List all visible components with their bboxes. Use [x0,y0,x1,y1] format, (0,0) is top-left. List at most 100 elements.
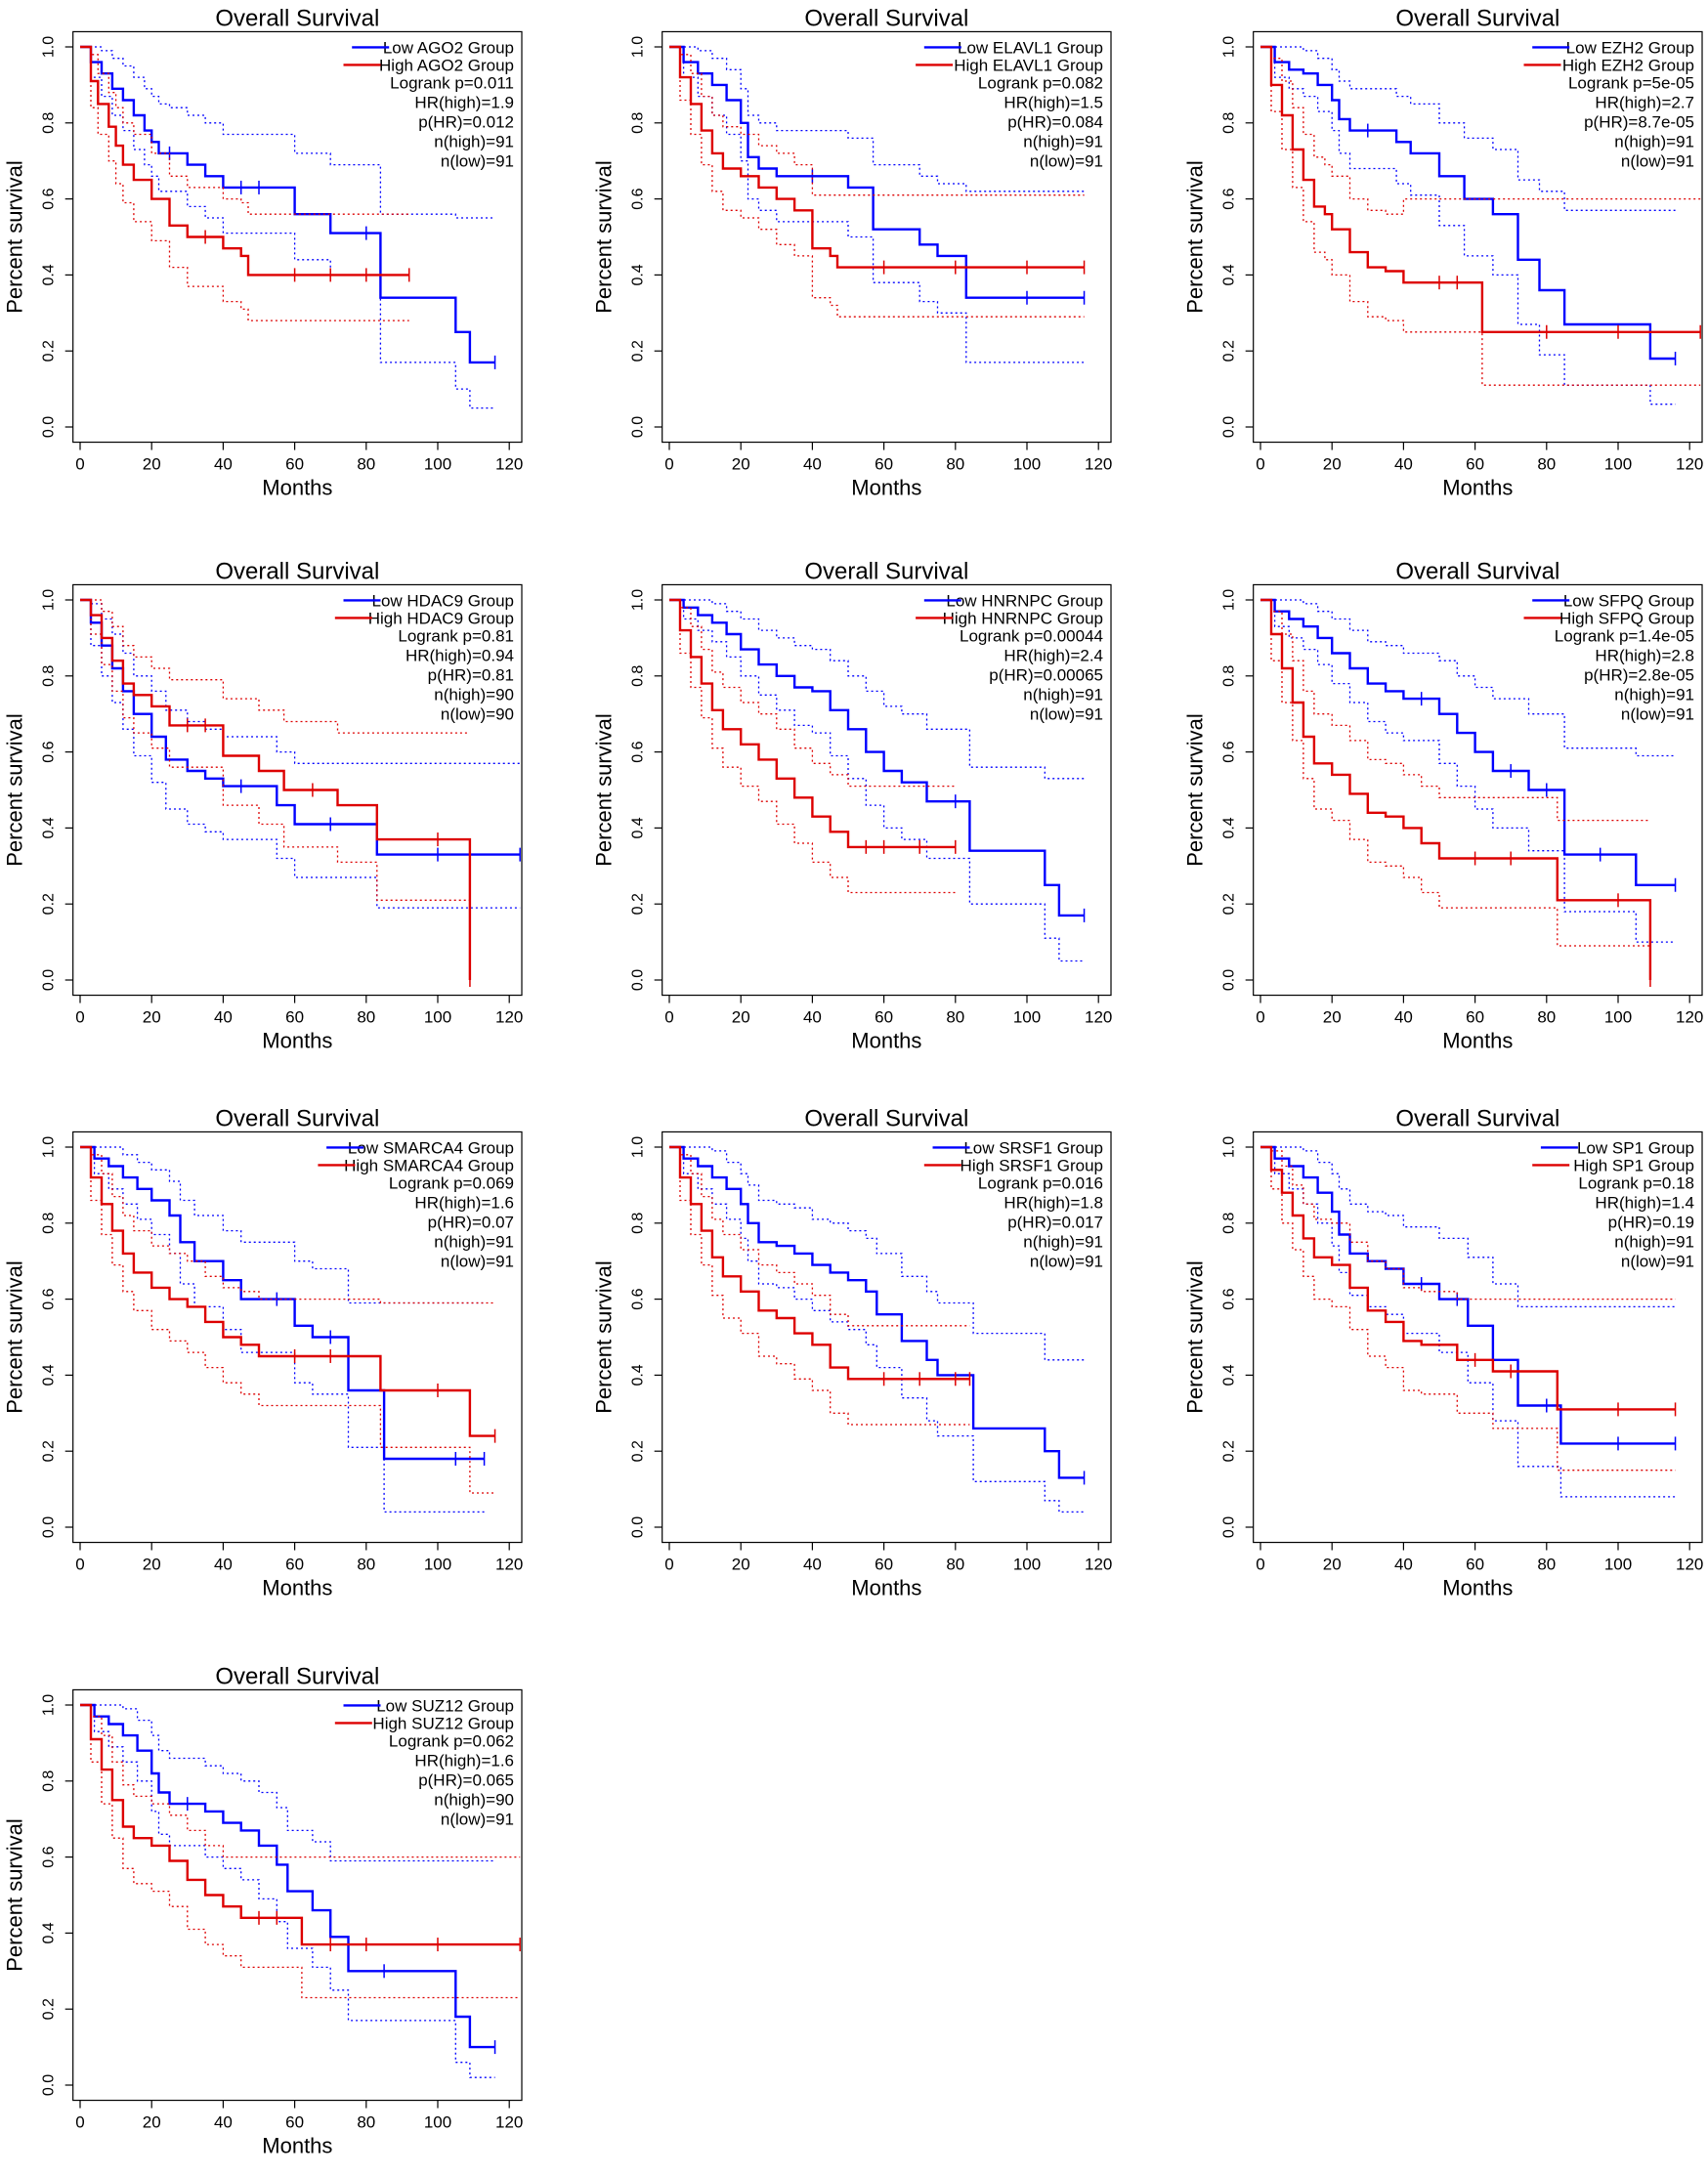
y-tick-label: 0.6 [1221,188,1238,209]
y-tick-label: 0.4 [1221,1364,1238,1386]
y-tick-label: 0.6 [41,188,58,209]
x-tick-label: 80 [1537,455,1556,474]
x-tick-label: 120 [1676,455,1703,474]
x-tick-label: 60 [285,1556,304,1574]
legend-label: High SP1 Group [1573,1156,1694,1174]
x-axis-label: Months [851,1029,921,1053]
stat-line: n(high)=91 [1614,132,1694,150]
y-tick-label: 0.6 [41,1846,58,1867]
x-tick-label: 40 [803,1556,822,1574]
legend-label: Low HDAC9 Group [371,591,514,610]
y-tick-label: 0.6 [41,741,58,762]
x-tick-label: 100 [424,2113,451,2132]
y-axis-label: Percent survival [3,1260,27,1414]
survival-line [80,1145,495,1437]
chart-title: Overall Survival [1395,1105,1559,1131]
plot-frame [662,30,1112,444]
series-high [80,1703,521,1999]
x-tick-label: 60 [1466,1556,1484,1574]
stat-line: Logrank p=0.81 [398,626,514,645]
ci-upper-line [80,599,521,764]
survival-line [669,1145,1085,1479]
y-axis-label: Percent survival [1183,1260,1208,1414]
y-tick-label: 0.6 [1221,741,1238,762]
y-axis-label: Percent survival [592,1260,617,1414]
plot-frame [72,30,523,444]
y-tick-label: 0.8 [41,1213,58,1234]
y-tick-label: 0.0 [630,1516,647,1538]
plot-frame [662,1130,1112,1544]
stat-line: p(HR)=0.19 [1608,1213,1694,1231]
y-tick-label: 0.6 [630,1288,647,1309]
series-high [80,45,410,321]
stat-line: Logrank p=0.00044 [960,626,1103,645]
series-low [669,1145,1086,1514]
x-tick-label: 0 [1256,1008,1264,1027]
x-axis-label: Months [262,1576,332,1600]
ci-lower-line [80,46,495,409]
y-tick-label: 0.8 [630,112,647,134]
series-low [80,1703,496,2078]
chart-title: Overall Survival [804,5,968,31]
x-axis-label: Months [851,1576,921,1600]
y-axis-label: Percent survival [3,713,27,867]
series-high [1260,45,1701,386]
x-tick-label: 120 [1085,1008,1112,1027]
x-tick-label: 100 [424,1556,451,1574]
y-tick-label: 0.4 [630,1364,647,1386]
stat-line: p(HR)=0.00065 [989,665,1103,684]
y-tick-label: 0.0 [41,2074,58,2096]
plot-frame [662,583,1112,997]
survival-line [1260,598,1676,886]
ci-upper-line [669,1146,1085,1361]
x-tick-label: 0 [1256,455,1264,474]
x-tick-label: 80 [946,1008,964,1027]
survival-line [80,1703,495,2049]
chart-title: Overall Survival [215,1105,379,1131]
x-tick-label: 60 [1466,1008,1484,1027]
legend-label: Low SUZ12 Group [376,1696,514,1715]
x-tick-label: 120 [1676,1008,1703,1027]
series-low [669,598,1086,962]
y-tick-label: 0.2 [41,1440,58,1462]
stat-line: n(low)=91 [1030,704,1103,723]
survival-line [669,598,1085,917]
ci-upper-line [80,599,470,734]
series-low [1260,598,1677,943]
ci-lower-line [1260,599,1676,943]
y-axis-label: Percent survival [592,713,617,867]
chart-title: Overall Survival [215,5,379,31]
stat-line: Logrank p=0.062 [389,1731,514,1750]
legend-label: Low ELAVL1 Group [958,38,1103,57]
chart-title: Overall Survival [215,1663,379,1689]
y-tick-label: 0.2 [1221,893,1238,915]
y-tick-label: 0.4 [41,264,58,285]
ci-upper-line [80,46,495,219]
stat-line: n(high)=91 [1023,132,1103,150]
x-tick-label: 0 [664,455,673,474]
legend-label: Low EZH2 Group [1566,38,1694,57]
y-tick-label: 1.0 [41,36,58,58]
stat-line: HR(high)=0.94 [406,646,514,664]
stat-line: n(low)=91 [1621,704,1694,723]
stat-line: n(high)=90 [434,1790,514,1809]
y-tick-label: 0.8 [41,112,58,134]
legend-label: Low HNRNPC Group [946,591,1103,610]
survival-line [1260,598,1652,980]
y-tick-label: 0.4 [41,1922,58,1943]
x-tick-label: 0 [75,1556,84,1574]
ci-lower-line [669,599,1085,962]
stat-line: n(low)=91 [1621,151,1694,170]
y-tick-label: 1.0 [41,1136,58,1158]
ci-lower-line [80,1704,521,1999]
stat-line: n(low)=91 [441,1810,514,1828]
ci-upper-line [1260,46,1676,211]
y-tick-label: 0.2 [630,340,647,362]
x-tick-label: 40 [214,2113,233,2132]
plot-frame [72,1688,523,2102]
chart-title: Overall Survival [804,1105,968,1131]
stat-line: n(high)=91 [434,1232,514,1251]
stat-line: n(low)=91 [1030,1252,1103,1270]
ci-upper-line [80,46,409,215]
